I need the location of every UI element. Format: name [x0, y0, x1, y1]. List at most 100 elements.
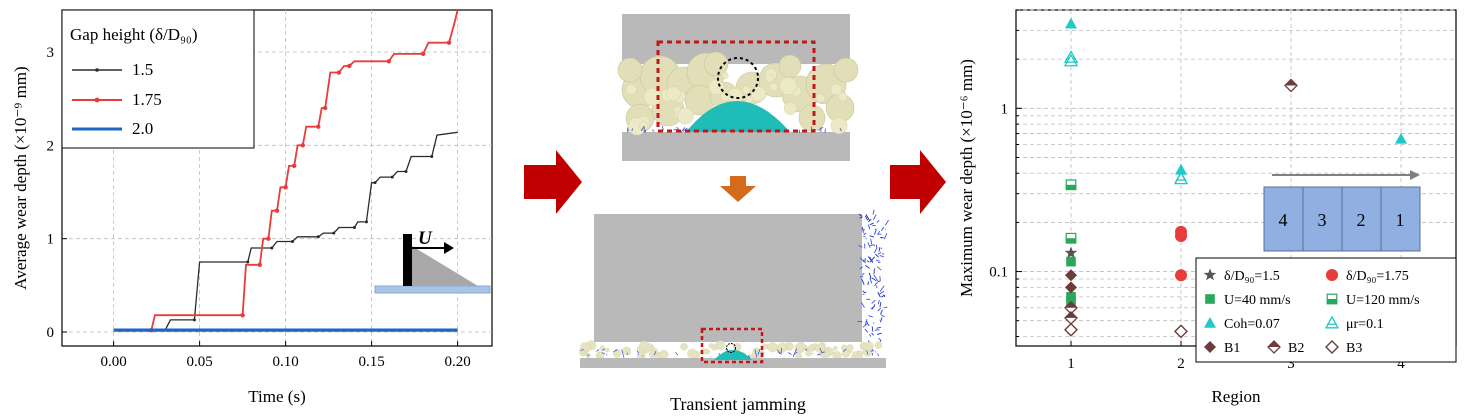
- full-force-line: [873, 274, 879, 282]
- left-series-point: [240, 313, 245, 318]
- full-gap-force-line: [642, 355, 644, 357]
- full-force-line: [862, 259, 866, 264]
- legend-marker-diamond-open: [1325, 340, 1339, 354]
- left-series-point: [386, 59, 391, 64]
- full-asperity: [714, 350, 752, 360]
- legend-marker-square-half-fill: [1327, 299, 1337, 304]
- full-force-line: [869, 256, 876, 263]
- right-point-diamond: [1065, 281, 1077, 294]
- left-x-tick-label: 0.00: [100, 354, 126, 370]
- right-y-tick-label: 0.1: [989, 265, 1008, 281]
- region-label-3: 3: [1318, 210, 1327, 230]
- full-force-line: [864, 318, 868, 326]
- full-force-line: [865, 214, 870, 221]
- full-force-line: [862, 323, 868, 328]
- full-force-line: [876, 266, 882, 271]
- right-y-axis-label: Maximum wear depth (×10⁻⁶ mm): [957, 59, 976, 297]
- middle-caption: Transient jamming: [670, 394, 806, 414]
- left-series-point: [322, 105, 328, 111]
- full-gap-force-line: [601, 352, 605, 354]
- right-point-triangle-open: [1173, 171, 1189, 185]
- right-point-circle: [1175, 230, 1187, 243]
- full-particle: [861, 343, 868, 350]
- full-particle: [846, 344, 854, 352]
- left-y-tick-label: 2: [47, 138, 55, 154]
- full-force-line: [876, 326, 882, 329]
- zoomed-particle-small: [769, 82, 779, 92]
- left-series-point: [390, 175, 394, 179]
- full-force-line: [859, 266, 864, 270]
- left-chart: 0.00 0.05 0.10 0.15 0.20 0 1 2 3 Gap height (δ/D…: [11, 9, 493, 406]
- full-force-line: [861, 226, 864, 233]
- flow-arrow-right-2-icon: [890, 150, 946, 214]
- right-ticks: 1 2 3 4 0.1 1: [989, 9, 1405, 372]
- full-force-line: [869, 235, 875, 238]
- left-series-point: [316, 124, 321, 129]
- left-legend: Gap height (δ/D₉₀) 1.5 1.75 2.0: [61, 9, 255, 149]
- full-force-line: [863, 232, 867, 236]
- legend-entry-4: U=120 mm/s: [1346, 293, 1420, 308]
- left-y-axis-label: Average wear depth (×10⁻⁹ mm): [11, 66, 30, 289]
- full-force-line: [867, 242, 871, 248]
- zoomed-force-line: [839, 128, 842, 132]
- full-particle: [828, 348, 834, 354]
- full-force-line: [883, 306, 888, 309]
- zoomed-particle: [833, 57, 859, 83]
- right-point-circle: [1175, 269, 1187, 282]
- right-x-axis-label: Region: [1211, 387, 1261, 406]
- right-point-square: [1066, 292, 1076, 302]
- full-force-line: [872, 209, 875, 215]
- region-label-4: 4: [1279, 210, 1288, 230]
- zoomed-particle-small: [815, 93, 826, 103]
- legend-entry-1: δ/D₉₀=1.5: [1224, 269, 1280, 284]
- full-force-line: [868, 315, 874, 318]
- flow-arrow-down-icon: [720, 176, 756, 202]
- full-force-line: [875, 259, 880, 262]
- full-force-line: [859, 216, 863, 219]
- full-force-line: [875, 244, 878, 249]
- left-series-line-1-75: [113, 9, 459, 331]
- full-force-line: [869, 256, 874, 263]
- full-force-line: [880, 309, 883, 315]
- zoomed-asperity: [686, 101, 790, 132]
- left-legend-title: Gap height (δ/D₉₀): [70, 25, 198, 44]
- full-gap-force-line: [778, 352, 782, 355]
- full-gap-force-line: [653, 351, 657, 356]
- full-top-plate: [594, 214, 862, 342]
- full-gap-force-line: [816, 353, 821, 356]
- zoomed-particle-small: [677, 107, 694, 125]
- full-gap-force-line: [819, 347, 823, 354]
- zoomed-particle-small: [638, 120, 649, 131]
- full-particle: [598, 351, 604, 358]
- full-force-line: [877, 300, 880, 305]
- full-particle: [777, 342, 788, 353]
- inset-slider-block: [403, 234, 412, 286]
- left-ticks: 0.00 0.05 0.10 0.15 0.20 0 1 2 3: [47, 45, 471, 370]
- left-series-point: [373, 181, 377, 185]
- left-series-point: [292, 163, 297, 169]
- zoomed-particle-small: [765, 73, 775, 83]
- left-x-tick-label: 0.10: [272, 354, 298, 370]
- right-legend: δ/D₉₀=1.5 δ/D₉₀=1.75 U=40 mm/s U=120 mm/…: [1195, 257, 1457, 363]
- legend-marker-star: [1203, 268, 1217, 281]
- left-series-point: [300, 143, 305, 148]
- right-point-diamond-open: [1174, 324, 1188, 339]
- full-force-line: [880, 247, 883, 250]
- zoomed-red-box: [656, 40, 816, 133]
- legend-entry-2: δ/D₉₀=1.75: [1346, 269, 1409, 284]
- right-point-square: [1066, 256, 1076, 267]
- full-domain-image: [579, 209, 889, 368]
- left-series-lines: [113, 9, 459, 333]
- region-label-1: 1: [1396, 210, 1405, 230]
- full-gap-force-line: [580, 349, 585, 351]
- right-scatter-points: [1063, 17, 1407, 339]
- full-force-line: [871, 299, 876, 304]
- full-gap-force-line: [805, 349, 808, 351]
- left-series-point: [270, 246, 274, 250]
- full-gap-force-line: [636, 350, 640, 354]
- zoomed-jamming-image: [617, 14, 859, 161]
- zoomed-particle-small: [838, 92, 848, 102]
- zoomed-particle-small: [783, 101, 797, 115]
- full-force-line: [871, 326, 874, 332]
